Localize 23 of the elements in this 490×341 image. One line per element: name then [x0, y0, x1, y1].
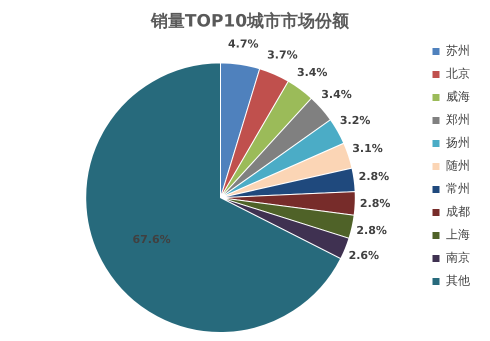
data-label: 3.4%: [321, 88, 352, 102]
legend-label: 苏州: [446, 44, 470, 58]
data-label: 3.2%: [340, 114, 370, 128]
legend-label: 南京: [446, 250, 470, 265]
legend-label: 随州: [446, 158, 470, 173]
data-label: 2.8%: [356, 224, 387, 238]
data-label: 2.6%: [348, 249, 380, 262]
legend-label: 北京: [446, 66, 470, 81]
chart-title: 销量TOP10城市市场份额: [150, 12, 350, 32]
data-label: 67.6%: [132, 232, 171, 246]
data-label: 4.7%: [228, 37, 259, 50]
legend-label: 成都: [446, 204, 470, 219]
legend-label: 威海: [446, 90, 470, 104]
legend-label: 其他: [446, 274, 470, 288]
legend-label: 常州: [446, 182, 470, 196]
data-label: 3.1%: [352, 142, 383, 156]
legend-label: 扬州: [446, 136, 470, 150]
data-label: 2.8%: [360, 197, 390, 210]
legend-label: 上海: [446, 228, 470, 242]
legend-label: 郑州: [446, 112, 470, 127]
data-label: 2.8%: [358, 170, 390, 183]
data-label: 3.4%: [296, 66, 328, 79]
data-label: 3.7%: [267, 48, 298, 62]
